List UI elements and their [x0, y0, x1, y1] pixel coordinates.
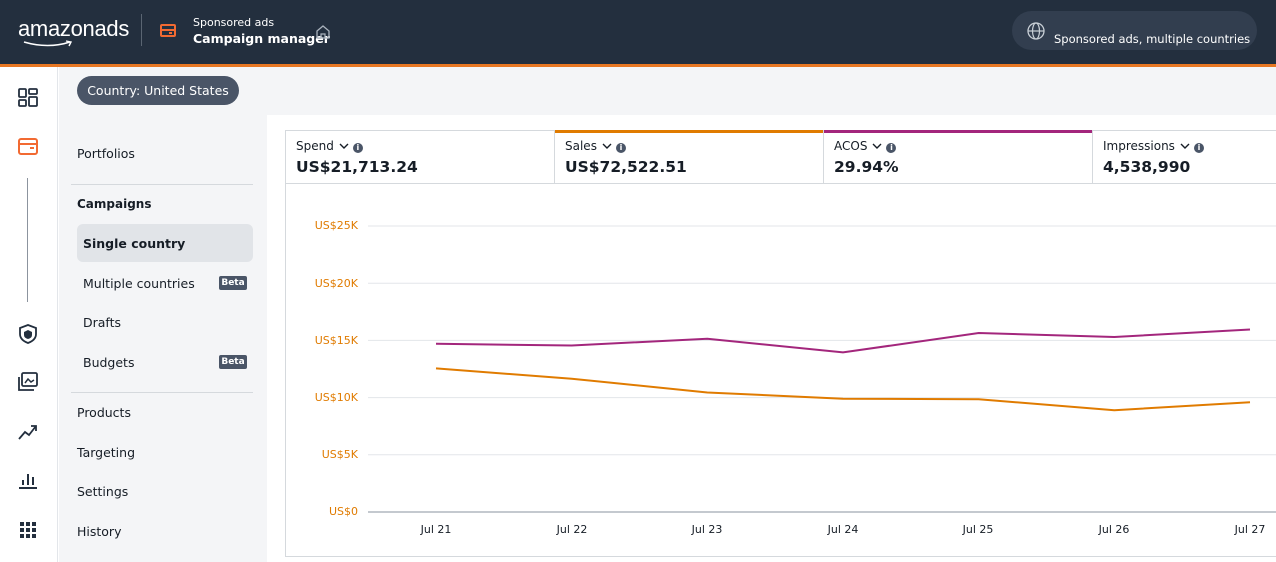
nav-item-history[interactable]: History [77, 524, 122, 539]
y-tick-label: US$0 [328, 505, 358, 518]
beta-badge: Beta [219, 276, 247, 290]
metric-divider [1092, 130, 1093, 184]
metric-tile-sales[interactable] [555, 130, 823, 184]
header-accent-line [0, 64, 1276, 67]
acos-value: 29.94% [834, 158, 899, 176]
globe-icon [1027, 22, 1045, 40]
nav-item-budgets[interactable]: Budgets [83, 355, 135, 370]
apps-grid-icon[interactable] [17, 519, 39, 541]
acos-label[interactable]: ACOS i [834, 139, 897, 153]
metric-tile-acos[interactable] [824, 130, 1092, 184]
x-tick-label: Jul 21 [420, 523, 452, 536]
sales-value: US$72,522.51 [565, 158, 687, 176]
y-tick-label: US$10K [314, 391, 358, 404]
amazon-ads-logo[interactable]: amazonads [18, 16, 130, 47]
sales-accent-bar [555, 130, 823, 133]
trend-icon[interactable] [17, 421, 39, 443]
nav-item-multiple-countries[interactable]: Multiple countries [83, 276, 195, 291]
acos-accent-bar [824, 130, 1092, 133]
spend-label-text: Spend [296, 139, 334, 153]
breadcrumb-parent[interactable]: Sponsored ads [193, 16, 275, 29]
nav-divider [71, 184, 253, 185]
y-tick-label: US$5K [321, 448, 358, 461]
nav-item-products[interactable]: Products [77, 405, 131, 420]
logo-text-amazon: amazon [18, 16, 95, 41]
impressions-label[interactable]: Impressions i [1103, 139, 1204, 153]
nav-divider [71, 392, 253, 393]
acos-label-text: ACOS [834, 139, 868, 153]
chevron-down-icon [872, 143, 882, 149]
x-tick-label: Jul 22 [556, 523, 588, 536]
campaign-manager-icon [160, 24, 176, 37]
nav-item-settings[interactable]: Settings [77, 484, 129, 499]
x-tick-label: Jul 24 [827, 523, 859, 536]
info-icon[interactable]: i [886, 143, 897, 153]
home-icon[interactable] [315, 24, 331, 40]
y-tick-label: US$20K [314, 277, 358, 290]
x-tick-label: Jul 23 [691, 523, 723, 536]
x-tick-label: Jul 27 [1234, 523, 1266, 536]
scope-label: Sponsored ads, multiple countries [1054, 32, 1251, 46]
metric-tile-spend[interactable] [285, 130, 554, 184]
country-filter-bar [59, 67, 1276, 115]
spend-value: US$21,713.24 [296, 158, 418, 176]
chevron-down-icon [602, 143, 612, 149]
nav-selected-highlight [77, 224, 253, 262]
logo-text-ads: ads [94, 16, 130, 41]
shield-icon[interactable] [17, 323, 39, 345]
y-tick-label: US$25K [314, 219, 358, 232]
nav-item-single-country[interactable]: Single country [83, 236, 186, 251]
country-filter-button[interactable]: Country: United States [77, 76, 239, 105]
info-icon[interactable]: i [1193, 143, 1204, 153]
x-tick-label: Jul 26 [1098, 523, 1130, 536]
nav-section-campaigns: Campaigns [77, 197, 152, 211]
campaign-nav-panel [59, 115, 267, 562]
nav-item-targeting[interactable]: Targeting [77, 445, 136, 460]
impressions-label-text: Impressions [1103, 139, 1175, 153]
x-tick-label: Jul 25 [962, 523, 994, 536]
reports-icon[interactable] [17, 469, 39, 491]
beta-badge: Beta [219, 355, 247, 369]
impressions-value: 4,538,990 [1103, 158, 1191, 176]
metric-tile-impressions[interactable] [1093, 130, 1276, 184]
sales-label[interactable]: Sales i [565, 139, 626, 153]
series-line-0[interactable] [435, 328, 1251, 354]
metric-divider [554, 130, 555, 184]
dashboard-icon[interactable] [17, 87, 39, 109]
scope-selector[interactable]: Sponsored ads, multiple countries [1012, 11, 1257, 50]
campaigns-icon[interactable] [17, 136, 39, 158]
metric-divider [823, 130, 824, 184]
media-library-icon[interactable] [17, 371, 39, 393]
left-rail [0, 67, 58, 562]
nav-item-portfolios[interactable]: Portfolios [77, 146, 135, 161]
chevron-down-icon [1180, 143, 1190, 149]
breadcrumb-current: Campaign manager [193, 31, 330, 46]
info-icon[interactable]: i [615, 143, 626, 153]
chevron-down-icon [339, 143, 349, 149]
smile-icon [23, 40, 73, 47]
top-bar: amazonads Sponsored ads Campaign manager… [0, 0, 1276, 64]
rail-divider [27, 178, 28, 302]
spend-label[interactable]: Spend i [296, 139, 363, 153]
sales-label-text: Sales [565, 139, 597, 153]
header-divider [141, 14, 142, 46]
info-icon[interactable]: i [352, 143, 363, 153]
y-tick-label: US$15K [314, 334, 358, 347]
nav-item-drafts[interactable]: Drafts [83, 315, 122, 330]
series-line-1[interactable] [435, 367, 1251, 412]
